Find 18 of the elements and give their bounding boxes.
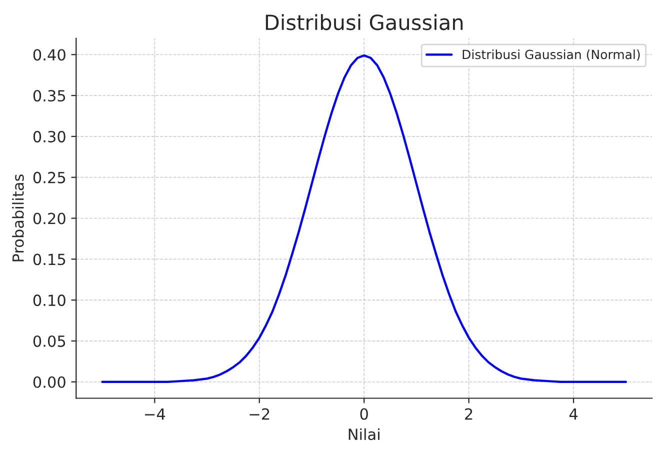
y-tick-label: 0.35 xyxy=(33,90,66,102)
x-tick-label: 2 xyxy=(465,408,472,420)
x-tick-label: 4 xyxy=(569,408,578,420)
legend-label: Distribusi Gaussian (Normal) xyxy=(462,50,640,61)
y-tick-label: 0.40 xyxy=(33,49,66,61)
x-axis-title: Nilai xyxy=(348,428,380,440)
x-tick-label: −2 xyxy=(250,408,270,420)
y-tick-label: 0.25 xyxy=(33,172,66,184)
y-tick-label: 0.30 xyxy=(33,130,66,142)
y-tick-label: 0.10 xyxy=(33,294,66,306)
x-tick-label: 0 xyxy=(360,408,368,420)
chart-title: Distribusi Gaussian xyxy=(266,14,463,30)
y-tick-label: 0.05 xyxy=(33,335,66,347)
y-axis-title: Probabilitas xyxy=(12,174,24,262)
y-tick-label: 0.20 xyxy=(33,212,66,224)
y-tick-label: 0.15 xyxy=(33,254,66,266)
x-tick-label: −4 xyxy=(145,408,166,420)
y-tick-label: 0.00 xyxy=(33,376,66,388)
